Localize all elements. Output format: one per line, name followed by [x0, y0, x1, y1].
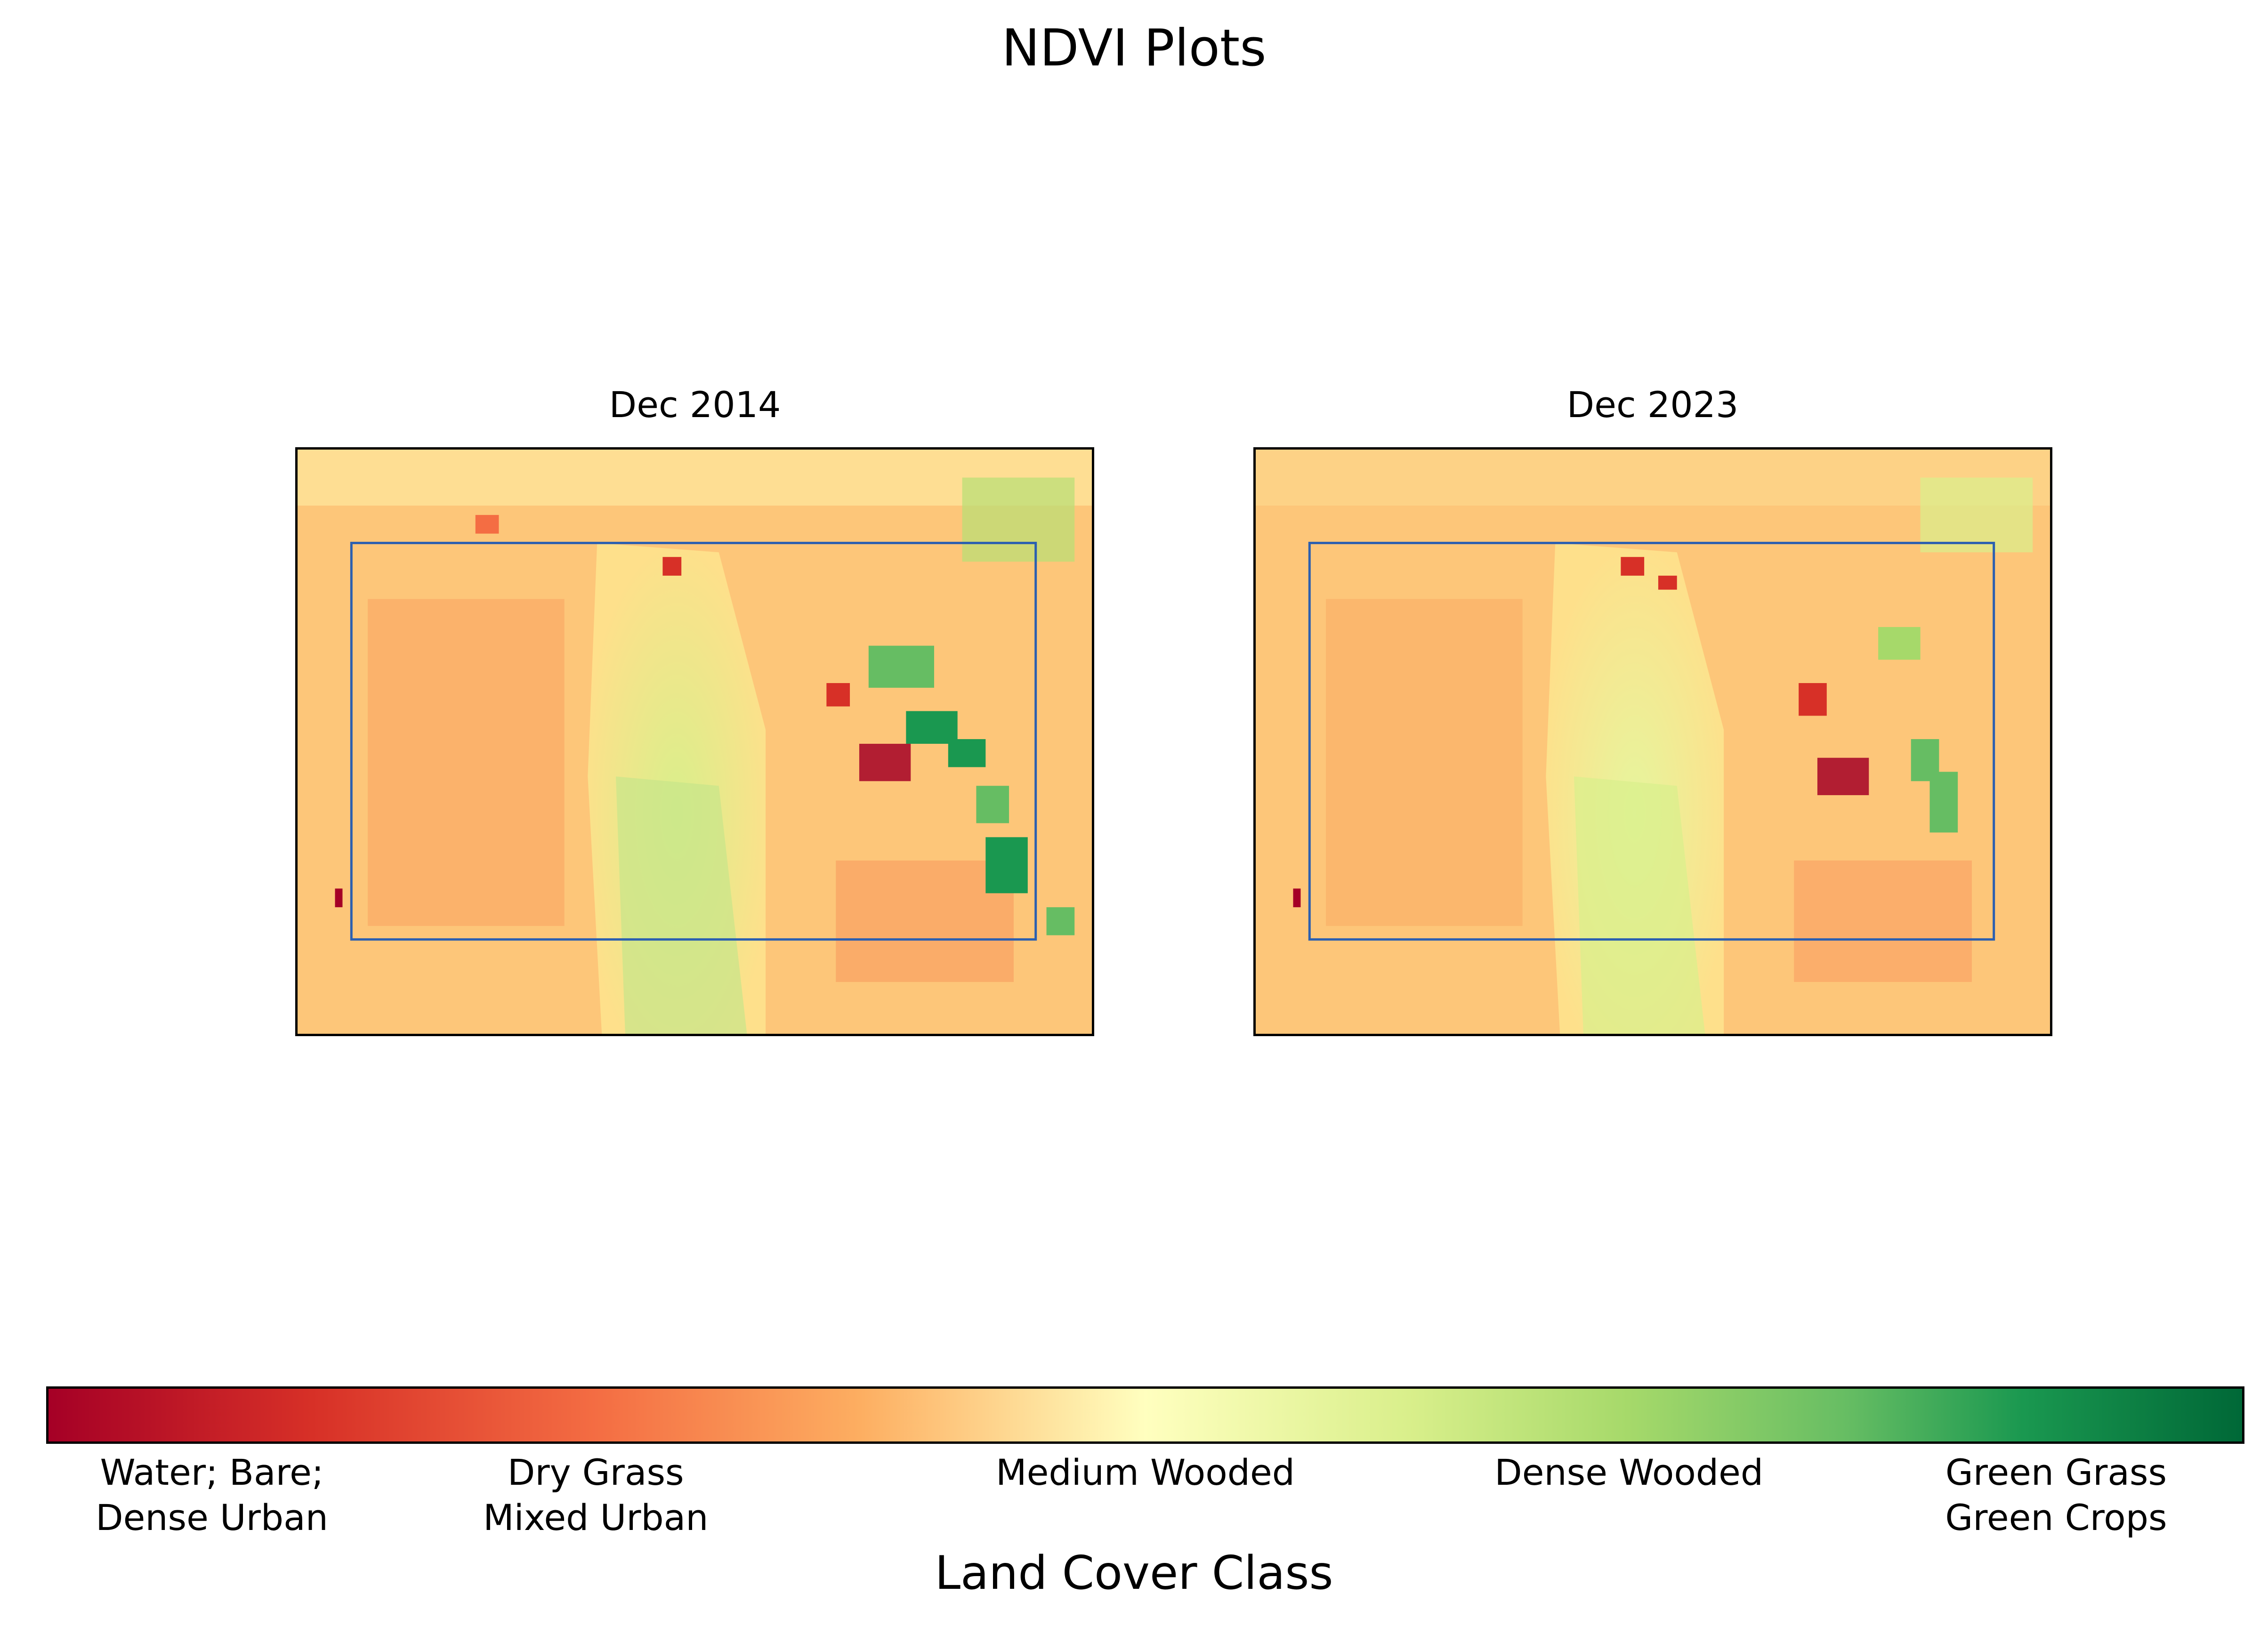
map-urban [1817, 757, 1869, 796]
map-patch [1256, 450, 2050, 506]
map-urban [1799, 683, 1827, 716]
map-patch [368, 599, 565, 926]
ndvi-map-2014 [295, 447, 1094, 1036]
colorbar [46, 1386, 2244, 1444]
map-wooded-zone [1574, 776, 1705, 1034]
map-crops [1929, 772, 1958, 833]
map-crops [948, 739, 986, 767]
map-urban [1658, 575, 1677, 590]
map-crops [1046, 907, 1075, 935]
colorbar-tick-label: Dense Wooded [1494, 1451, 1764, 1493]
map-crops [1878, 627, 1921, 660]
map-crops [1920, 477, 2033, 553]
map-urban [826, 683, 850, 707]
map-urban [662, 557, 682, 576]
map-crops [962, 477, 1075, 562]
ndvi-map-2023 [1253, 447, 2052, 1036]
roi-box [350, 541, 1037, 941]
map-wooded-zone [615, 776, 747, 1034]
map-urban [1621, 557, 1645, 576]
map-patch [298, 450, 1092, 506]
ndvi-map-2023-svg [1256, 450, 2050, 1034]
ndvi-map-2014-svg [298, 450, 1092, 1034]
map-urban [475, 515, 499, 534]
colorbar-label: Land Cover Class [935, 1546, 1333, 1600]
colorbar-tick-label: Medium Wooded [996, 1451, 1295, 1493]
panel-title-2023: Dec 2023 [1566, 384, 1739, 426]
map-crops [906, 711, 958, 744]
map-urban [859, 743, 911, 781]
map-urban [335, 888, 343, 908]
colorbar-tick-label: Dry Grass Mixed Urban [483, 1451, 709, 1538]
map-urban [1293, 888, 1301, 908]
map-patch [836, 860, 1014, 982]
map-patch [1794, 860, 1972, 982]
colorbar-tick-label: Green Grass Green Crops [1945, 1451, 2167, 1538]
panel-title-2014: Dec 2014 [609, 384, 781, 426]
map-patch [1326, 599, 1523, 926]
map-crops [976, 786, 1009, 823]
map-crops [868, 645, 934, 688]
chart-title: NDVI Plots [1001, 19, 1267, 78]
roi-box [1308, 541, 1995, 941]
colorbar-tick-label: Water; Bare; Dense Urban [96, 1451, 328, 1538]
map-crops [985, 837, 1028, 893]
